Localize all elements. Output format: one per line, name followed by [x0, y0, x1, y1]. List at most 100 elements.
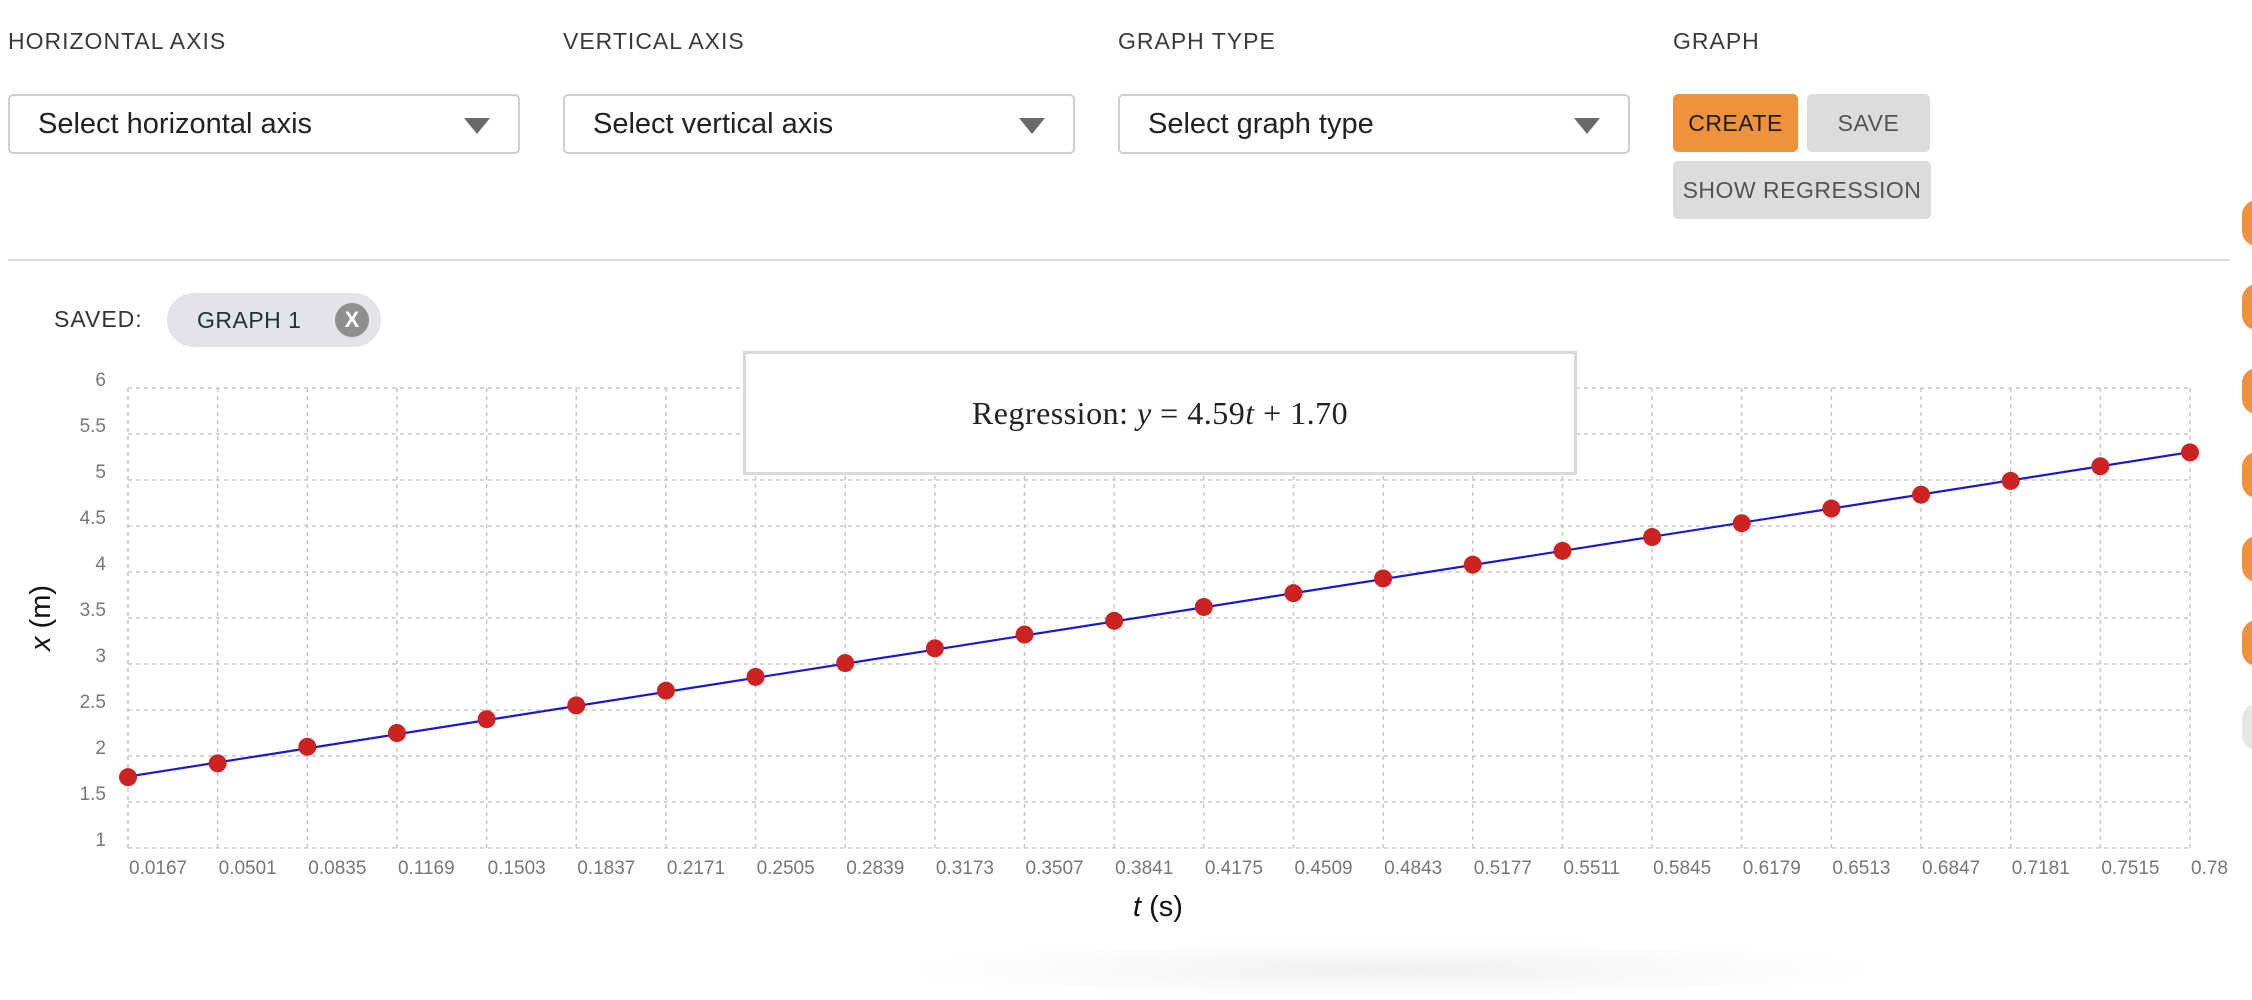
data-point: [567, 696, 586, 715]
data-point: [1643, 528, 1662, 547]
y-tick-label: 4: [95, 554, 106, 575]
close-icon[interactable]: X: [335, 303, 369, 337]
data-point: [1015, 625, 1034, 644]
side-button-7[interactable]: [2242, 704, 2252, 750]
data-points: [119, 443, 2199, 787]
side-button-2[interactable]: [2242, 284, 2252, 330]
data-point: [1822, 499, 1841, 518]
x-tick-label: 0.5845: [1653, 858, 1711, 879]
data-point: [1912, 485, 1931, 504]
y-tick-label: 1.5: [80, 784, 106, 805]
x-tick-label: 0.0501: [219, 858, 277, 879]
x-axis-label-var: t: [1133, 891, 1143, 923]
x-tick-label: 0.4175: [1205, 858, 1263, 879]
data-point: [1194, 597, 1213, 616]
y-tick-label: 5: [95, 462, 106, 483]
x-tick-label: 0.0835: [308, 858, 366, 879]
divider: [8, 259, 2230, 261]
graph-type-label: GRAPH TYPE: [1118, 28, 1276, 54]
vertical-axis-select[interactable]: Select vertical axis: [563, 94, 1075, 154]
data-point: [746, 667, 765, 686]
vertical-axis-label: VERTICAL AXIS: [563, 28, 745, 54]
data-point: [925, 639, 944, 658]
y-axis-label-unit: (m): [25, 585, 57, 637]
data-point: [1463, 555, 1482, 574]
data-point: [1374, 569, 1393, 588]
y-tick-labels: 6 5.5 5 4.5 4 3.5 3 2.5 2 1.5 1: [80, 370, 107, 851]
x-tick-label: 0.2839: [846, 858, 904, 879]
regression-line: [127, 451, 2191, 778]
side-button-4[interactable]: [2242, 452, 2252, 498]
data-point: [1553, 541, 1572, 560]
y-axis-label-var: x: [25, 635, 57, 653]
data-point: [2091, 457, 2110, 476]
data-point: [477, 710, 496, 729]
x-tick-label: 0.6847: [1922, 858, 1980, 879]
side-button-1[interactable]: [2242, 200, 2252, 246]
x-tick-label: 0.7181: [2012, 858, 2070, 879]
create-button[interactable]: CREATE: [1673, 94, 1798, 152]
y-axis-label: x (m): [25, 585, 57, 653]
x-tick-label: 0.1503: [488, 858, 546, 879]
data-point: [2181, 443, 2199, 462]
regression-prefix: Regression:: [971, 394, 1137, 431]
save-button[interactable]: SAVE: [1807, 94, 1930, 152]
horizontal-axis-select[interactable]: Select horizontal axis: [8, 94, 520, 154]
side-button-3[interactable]: [2242, 368, 2252, 414]
chevron-down-icon: [1574, 118, 1600, 134]
chevron-down-icon: [464, 118, 490, 134]
chart: 6 5.5 5 4.5 4 3.5 3 2.5 2 1.5 1 0.0167 0.0501 0.0835…: [25, 370, 2228, 923]
regression-y: y: [1136, 394, 1152, 431]
x-tick-label: 0.4509: [1294, 858, 1352, 879]
x-tick-label: 0.5177: [1474, 858, 1532, 879]
y-tick-label: 5.5: [80, 416, 106, 437]
x-tick-label: 0.6179: [1743, 858, 1801, 879]
horizontal-axis-placeholder: Select horizontal axis: [38, 107, 313, 140]
data-point: [836, 654, 855, 673]
x-tick-label: 0.3173: [936, 858, 994, 879]
data-point: [208, 754, 227, 773]
y-tick-label: 1: [95, 830, 106, 851]
x-tick-label: 0.2505: [757, 858, 815, 879]
y-tick-label: 4.5: [80, 508, 106, 529]
show-regression-button[interactable]: SHOW REGRESSION: [1673, 161, 1931, 219]
chevron-down-icon: [1019, 118, 1045, 134]
saved-graph-chip[interactable]: GRAPH 1 X: [167, 293, 381, 347]
y-tick-label: 3: [95, 646, 106, 667]
x-tick-label: 0.5511: [1563, 858, 1620, 879]
x-tick-label: 0.3507: [1026, 858, 1084, 879]
y-tick-label: 6: [95, 370, 106, 391]
side-button-6[interactable]: [2242, 620, 2252, 666]
x-tick-label: 0.7515: [2101, 858, 2159, 879]
saved-graph-chip-label: GRAPH 1: [197, 306, 302, 333]
regression-box: Regression: y = 4.59t + 1.70: [743, 351, 1577, 475]
x-tick-label: 0.3841: [1115, 858, 1173, 879]
y-tick-label: 2.5: [80, 692, 106, 713]
data-point: [387, 724, 406, 742]
data-point: [119, 768, 137, 787]
x-axis-label: t (s): [1133, 891, 1183, 923]
x-tick-label: 0.78: [2191, 858, 2228, 879]
horizontal-axis-label: HORIZONTAL AXIS: [8, 28, 227, 54]
data-point: [1105, 611, 1124, 630]
bottom-shadow: [900, 940, 1880, 1000]
data-point: [2001, 471, 2020, 490]
saved-label: SAVED:: [54, 306, 143, 332]
graph-type-select[interactable]: Select graph type: [1118, 94, 1630, 154]
regression-rest: + 1.70: [1254, 394, 1349, 431]
y-tick-label: 3.5: [80, 600, 106, 621]
x-tick-label: 0.1837: [577, 858, 635, 879]
graph-label: GRAPH: [1673, 28, 1760, 54]
data-point: [656, 681, 675, 700]
x-tick-label: 0.4843: [1384, 858, 1442, 879]
y-tick-label: 2: [95, 738, 106, 759]
regression-var: t: [1245, 394, 1255, 431]
regression-line-path: [127, 451, 2191, 778]
x-tick-label: 0.2171: [667, 858, 725, 879]
side-button-5[interactable]: [2242, 536, 2252, 582]
x-tick-label: 0.6513: [1832, 858, 1890, 879]
x-tick-label: 0.1169: [398, 858, 455, 879]
x-axis-label-unit: (s): [1141, 891, 1183, 923]
regression-eq: = 4.59: [1151, 394, 1246, 431]
vertical-axis-placeholder: Select vertical axis: [593, 107, 834, 140]
